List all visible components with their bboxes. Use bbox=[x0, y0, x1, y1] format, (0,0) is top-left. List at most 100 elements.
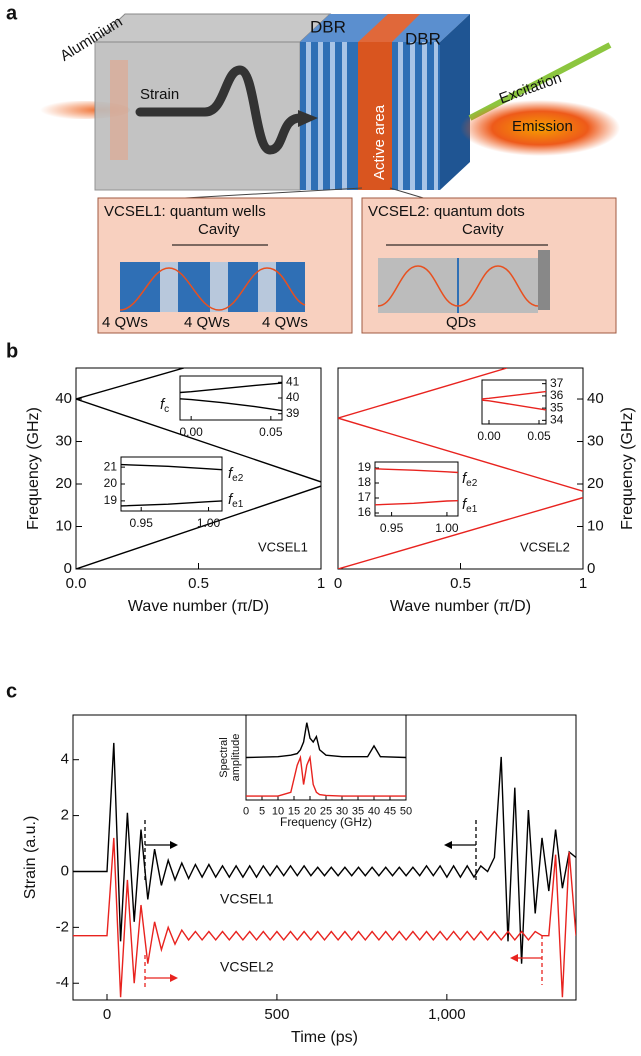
chart: 0 5 10 15 20 25 30 35 40 45 50 Frequency (GHz) Spect… bbox=[218, 714, 412, 829]
y-tick-label: -2 bbox=[56, 918, 69, 935]
annotation: VCSEL2 bbox=[520, 539, 570, 554]
x-axis-label: Frequency (GHz) bbox=[280, 815, 372, 829]
label: VCSEL2: quantum dots bbox=[368, 203, 525, 220]
y-tick-label: 41 bbox=[286, 374, 300, 388]
f-label: fe1 bbox=[462, 496, 478, 515]
vcsel2-side bbox=[538, 250, 550, 310]
pulse-markers bbox=[144, 820, 543, 990]
x-tick-label: 45 bbox=[384, 806, 396, 818]
x-tick-label: 10 bbox=[272, 806, 284, 818]
data-line bbox=[121, 500, 222, 507]
y-tick-label: 19 bbox=[358, 460, 372, 474]
x-tick-label: 0.5 bbox=[450, 575, 471, 592]
x-axis-label: Time (ps) bbox=[291, 1029, 358, 1046]
label: 4 QWs bbox=[102, 314, 148, 331]
top-face bbox=[93, 13, 332, 43]
y-tick-label: 30 bbox=[587, 432, 604, 449]
data-line bbox=[121, 463, 222, 471]
y-axis-label: Strain (a.u.) bbox=[22, 816, 39, 900]
x-tick-label: 0.5 bbox=[188, 575, 209, 592]
y-tick-label: 36 bbox=[550, 388, 564, 402]
y-tick-label: 37 bbox=[550, 376, 564, 390]
x-tick-label: 500 bbox=[264, 1006, 289, 1023]
f-labels: fc fe2 fe1 fe2 fe1 bbox=[160, 396, 478, 515]
label: DBR bbox=[310, 17, 346, 36]
y-tick-label: 16 bbox=[358, 505, 372, 519]
y-tick-label: 4 bbox=[61, 751, 69, 768]
annotation: VCSEL1 bbox=[258, 539, 308, 554]
active-area bbox=[358, 42, 392, 190]
strain-arrow bbox=[298, 110, 318, 127]
x-tick-label: 30 bbox=[336, 806, 348, 818]
y-tick-label: 0 bbox=[587, 560, 595, 577]
active-top bbox=[358, 14, 420, 42]
annotation: VCSEL1 bbox=[220, 891, 274, 907]
x-tick-label: 5 bbox=[259, 806, 265, 818]
f-label: fe2 bbox=[228, 465, 244, 484]
y-tick-label: 20 bbox=[55, 475, 72, 492]
panel-label: a bbox=[6, 2, 18, 24]
data-line bbox=[246, 754, 406, 797]
data-line bbox=[482, 399, 546, 411]
y-tick-label: 0 bbox=[61, 862, 69, 879]
data-line bbox=[246, 722, 406, 759]
x-tick-label: 0 bbox=[103, 1006, 111, 1023]
x-tick-label: 1,000 bbox=[428, 1006, 466, 1023]
side-face bbox=[440, 14, 470, 190]
mode-profile bbox=[119, 267, 306, 311]
annotation: VCSEL2 bbox=[220, 959, 274, 975]
label: 4 QWs bbox=[184, 314, 230, 331]
x-tick-label: 15 bbox=[288, 806, 300, 818]
x-tick-label: 0.00 bbox=[179, 425, 203, 439]
f-label: fc bbox=[160, 396, 169, 415]
x-tick-label: 0 bbox=[334, 575, 342, 592]
label: Active area bbox=[371, 104, 388, 180]
aluminium-layer bbox=[110, 60, 128, 160]
x-tick-label: 0.0 bbox=[66, 575, 87, 592]
x-tick-label: 0.95 bbox=[130, 516, 154, 530]
panel-label: c bbox=[6, 680, 17, 702]
label: Cavity bbox=[462, 221, 504, 238]
y-tick-label: 35 bbox=[550, 400, 564, 414]
label: Strain bbox=[140, 86, 179, 103]
data-line bbox=[338, 496, 583, 569]
mode-profile bbox=[377, 265, 539, 307]
y-tick-label: 10 bbox=[55, 517, 72, 534]
data-line bbox=[482, 390, 546, 400]
device-diagram: Aluminium Strain DBR DBR Active area Exc… bbox=[30, 13, 620, 334]
y-tick-label: 2 bbox=[61, 807, 69, 824]
strain-pulse bbox=[135, 65, 305, 155]
data-line bbox=[375, 468, 458, 474]
x-tick-label: 20 bbox=[304, 806, 316, 818]
y-tick-label: 40 bbox=[587, 390, 604, 407]
x-tick-label: 50 bbox=[400, 806, 412, 818]
x-tick-label: 0 bbox=[243, 806, 249, 818]
x-tick-label: 1 bbox=[579, 575, 587, 592]
label: QDs bbox=[446, 314, 476, 331]
y-tick-label: 34 bbox=[550, 413, 564, 427]
y-tick-label: 21 bbox=[104, 459, 118, 473]
y-tick-label: 20 bbox=[104, 476, 118, 490]
data-line bbox=[338, 417, 583, 492]
y-tick-label: 39 bbox=[286, 406, 300, 420]
y-tick-label: 40 bbox=[286, 390, 300, 404]
inset-frame bbox=[179, 375, 283, 421]
x-tick-label: 0.05 bbox=[527, 429, 551, 443]
y-axis-label: Spectral bbox=[218, 737, 230, 777]
data-line bbox=[73, 837, 576, 998]
label: 4 QWs bbox=[262, 314, 308, 331]
f-label: fe1 bbox=[228, 491, 244, 510]
chart: 0.95 1.00 19 20 21 bbox=[104, 456, 223, 530]
x-tick-label: 35 bbox=[352, 806, 364, 818]
x-tick-label: 1.00 bbox=[435, 521, 459, 535]
data-line bbox=[375, 500, 458, 506]
y-axis-label: amplitude bbox=[230, 734, 242, 782]
label: DBR bbox=[405, 29, 441, 48]
y-tick-label: 10 bbox=[587, 517, 604, 534]
data-line bbox=[180, 398, 282, 412]
label: Emission bbox=[512, 118, 573, 135]
